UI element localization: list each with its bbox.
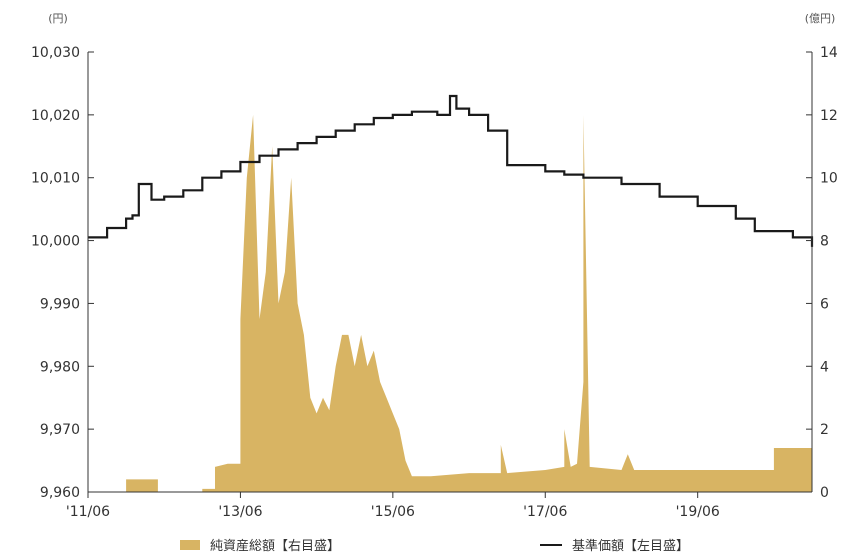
left-tick-label: 10,000 xyxy=(31,234,80,250)
axes: 9,960 9,970 9,980 9,990 10,000 10,010 10,020 10… xyxy=(31,45,838,520)
legend-label-net-assets: 純資産総額【右目盛】 xyxy=(210,538,340,554)
series-line-nav xyxy=(88,94,814,247)
legend-swatch-net-assets xyxy=(180,540,200,550)
right-tick-label: 12 xyxy=(820,108,838,124)
left-tick-label: 9,960 xyxy=(40,485,80,501)
left-tick-label: 10,030 xyxy=(31,45,80,61)
right-tick-label: 14 xyxy=(820,45,838,61)
right-tick-label: 2 xyxy=(820,422,829,438)
x-tick-label: '13/06 xyxy=(218,504,262,520)
x-tick-label: '19/06 xyxy=(676,504,720,520)
right-tick-label: 0 xyxy=(820,485,829,501)
right-axis-unit: (億円) xyxy=(805,12,836,25)
x-tick-label: '15/06 xyxy=(371,504,415,520)
x-tick-label: '11/06 xyxy=(66,504,110,520)
left-tick-label: 9,990 xyxy=(40,296,80,312)
right-tick-label: 8 xyxy=(820,234,829,250)
right-tick-label: 4 xyxy=(820,359,829,375)
left-tick-label: 9,970 xyxy=(40,422,80,438)
plot-area xyxy=(88,94,814,493)
left-tick-label: 10,010 xyxy=(31,171,80,187)
left-tick-label: 9,980 xyxy=(40,359,80,375)
legend-label-nav: 基準価額【左目盛】 xyxy=(572,538,689,554)
right-tick-label: 6 xyxy=(820,296,829,312)
x-tick-label: '17/06 xyxy=(523,504,567,520)
right-tick-label: 10 xyxy=(820,171,838,187)
series-area-net-assets xyxy=(88,114,812,493)
legend: 純資産総額【右目盛】 基準価額【左目盛】 xyxy=(180,538,689,554)
left-tick-label: 10,020 xyxy=(31,108,80,124)
left-axis-unit: (円) xyxy=(48,12,68,25)
